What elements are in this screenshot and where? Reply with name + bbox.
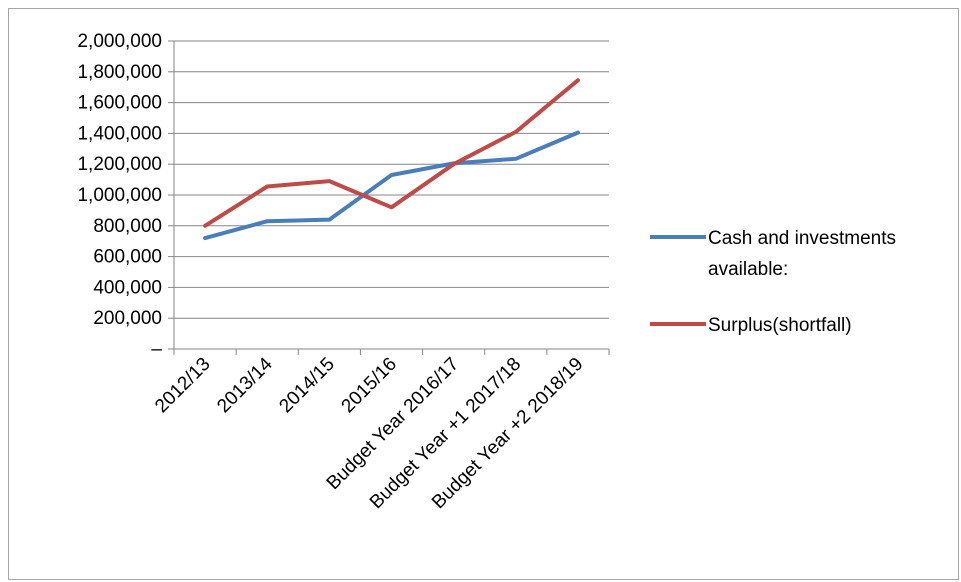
x-tick-label: 2015/16 [338,354,401,417]
y-tick-label: 400,000 [93,277,162,298]
y-tick-label: 1,600,000 [77,93,162,114]
series-lines [203,78,580,241]
y-tick-label: 600,000 [93,247,162,268]
chart-frame [8,8,959,580]
x-tick-label: 2013/14 [213,353,277,417]
y-axis-tick-labels: – 200,000 400,000 600,000 800,000 1,000,000 1,… [77,31,162,360]
y-tick-label: 1,200,000 [77,154,162,175]
x-tick-label: 2012/13 [151,354,214,417]
y-tick-label: 2,000,000 [77,31,162,52]
legend-label: Surplus(shortfall) [708,315,852,336]
legend: Cash and investments available: Surplus(sh… [650,228,896,336]
y-tick-label: 800,000 [93,216,162,237]
x-tick-label: 2014/15 [275,354,338,417]
y-tick-label: 1,000,000 [77,185,162,206]
axes [168,40,610,355]
series-line-0 [203,130,580,241]
legend-label: Cash and investments [708,228,896,249]
y-tick-label: – [151,339,162,360]
y-tick-label: 1,800,000 [77,62,162,83]
y-tick-label: 200,000 [93,308,162,329]
gridlines [174,40,609,319]
y-tick-label: 1,400,000 [77,123,162,144]
series-line-1 [203,78,580,228]
legend-label: available: [708,259,788,280]
